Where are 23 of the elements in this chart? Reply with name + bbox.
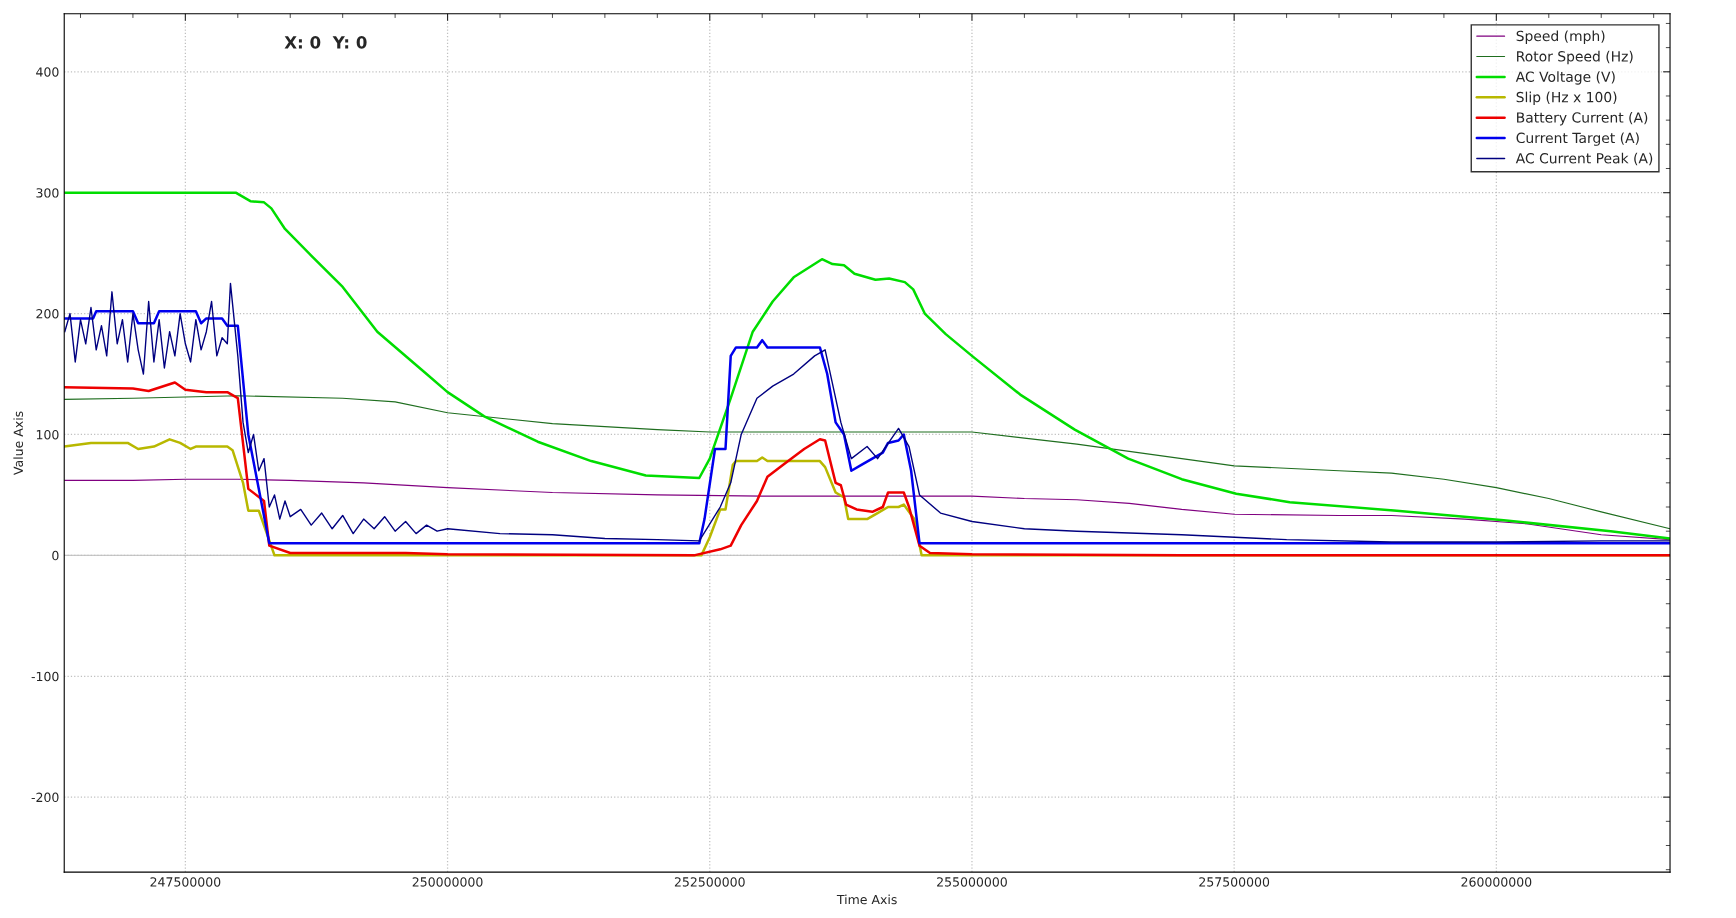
legend-label: Battery Current (A) [1517,112,1648,126]
x-tick-label: 260000000 [1461,877,1532,887]
legend-label: Current Target (A) [1516,132,1639,146]
x-tick-label: 252500000 [674,877,745,887]
y-tick-label: 400 [36,67,59,77]
y-tick-label: 100 [36,429,59,440]
legend-label: Rotor Speed (Hz) [1517,50,1633,65]
y-tick-label: 200 [36,309,59,319]
y-tick-label: 0 [52,550,59,561]
legend-label: AC Current Peak (A) [1515,152,1653,166]
legend-label: AC Voltage (V) [1515,71,1615,85]
y-tick-label: 300 [36,188,59,198]
x-axis-title: Time Axis [836,894,897,905]
y-axis-title: Value Axis [13,411,24,475]
x-tick-label: 247500000 [150,877,221,887]
x-tick-label: 250000000 [412,877,483,887]
x-tick-label: 257500000 [1199,877,1270,887]
x-tick-label: 255000000 [937,877,1007,887]
y-tick-label: -200 [31,792,59,803]
annotation: X: 0 Y: 0 [284,36,367,49]
legend-label: Slip (Hz x 100) [1516,91,1617,106]
legend-label: Speed (mph) [1516,30,1605,44]
y-tick-label: -100 [31,671,59,682]
